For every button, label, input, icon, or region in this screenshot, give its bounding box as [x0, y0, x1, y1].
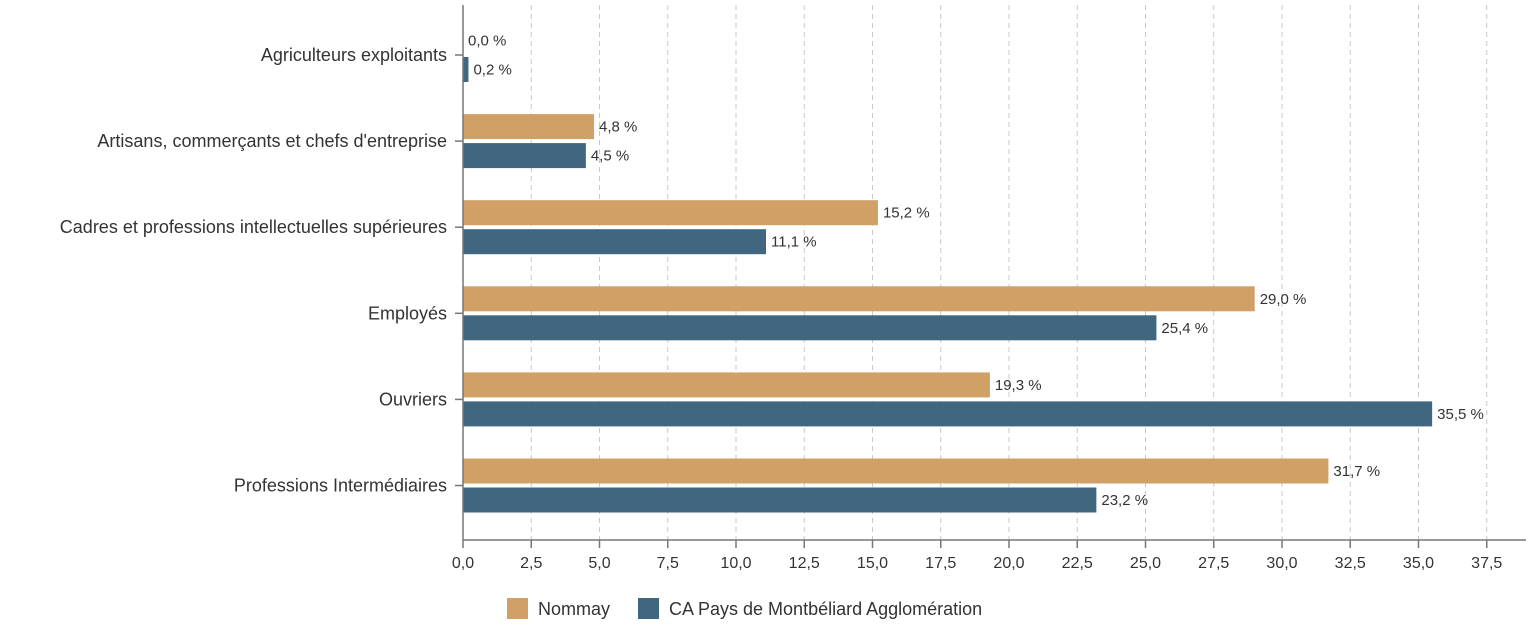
x-tick-label: 35,0	[1403, 555, 1434, 572]
x-tick-label: 2,5	[520, 555, 542, 572]
data-label: 4,8 %	[599, 119, 637, 136]
data-label: 35,5 %	[1437, 406, 1484, 423]
category-label: Ouvriers	[379, 389, 447, 409]
bar-nommay	[463, 286, 1255, 312]
data-label: 0,0 %	[468, 33, 506, 50]
category-label: Artisans, commerçants et chefs d'entrepr…	[97, 131, 447, 151]
data-label: 29,0 %	[1260, 291, 1307, 308]
x-tick-label: 32,5	[1335, 555, 1366, 572]
bar-ca-pays	[463, 229, 767, 255]
data-label: 25,4 %	[1161, 320, 1208, 337]
bar-nommay	[463, 458, 1329, 484]
x-tick-label: 5,0	[588, 555, 610, 572]
legend: Nommay CA Pays de Montbéliard Agglomérati…	[507, 598, 982, 619]
legend-swatch	[507, 598, 528, 619]
category-label: Agriculteurs exploitants	[261, 45, 447, 65]
x-tick-label: 27,5	[1198, 555, 1229, 572]
labels: 0,0 % 0,2 % Agriculteurs exploitants 4,8 % 4…	[60, 33, 1503, 573]
x-tick-label: 20,0	[993, 555, 1024, 572]
bar-ca-pays	[463, 401, 1433, 427]
bar-ca-pays	[463, 143, 586, 169]
legend-label: Nommay	[538, 599, 610, 619]
x-tick-label: 15,0	[857, 555, 888, 572]
x-tick-label: 25,0	[1130, 555, 1161, 572]
legend-swatch	[638, 598, 659, 619]
data-label: 4,5 %	[591, 148, 629, 165]
bar-nommay	[463, 372, 990, 398]
x-tick-label: 37,5	[1471, 555, 1502, 572]
bar-nommay	[463, 200, 878, 226]
x-tick-label: 12,5	[789, 555, 820, 572]
bar-ca-pays	[463, 57, 469, 82]
bar-ca-pays	[463, 487, 1097, 513]
data-label: 11,1 %	[771, 234, 817, 251]
x-tick-label: 10,0	[720, 555, 751, 572]
x-tick-label: 22,5	[1062, 555, 1093, 572]
data-label: 19,3 %	[995, 377, 1042, 394]
bars	[463, 57, 1433, 513]
x-tick-label: 0,0	[452, 555, 474, 572]
legend-label: CA Pays de Montbéliard Agglomération	[669, 599, 982, 619]
data-label: 31,7 %	[1333, 463, 1380, 480]
x-tick-label: 7,5	[657, 555, 679, 572]
x-tick-label: 30,0	[1266, 555, 1297, 572]
bar-nommay	[463, 114, 595, 140]
category-label: Employés	[368, 303, 447, 323]
data-label: 23,2 %	[1101, 492, 1148, 509]
data-label: 0,2 %	[473, 62, 511, 79]
data-label: 15,2 %	[883, 205, 930, 222]
category-label: Cadres et professions intellectuelles su…	[60, 217, 447, 237]
axes	[455, 5, 1526, 548]
category-label: Professions Intermédiaires	[234, 476, 447, 496]
grid-lines	[530, 5, 1488, 540]
bar-ca-pays	[463, 315, 1157, 341]
x-tick-label: 17,5	[925, 555, 956, 572]
